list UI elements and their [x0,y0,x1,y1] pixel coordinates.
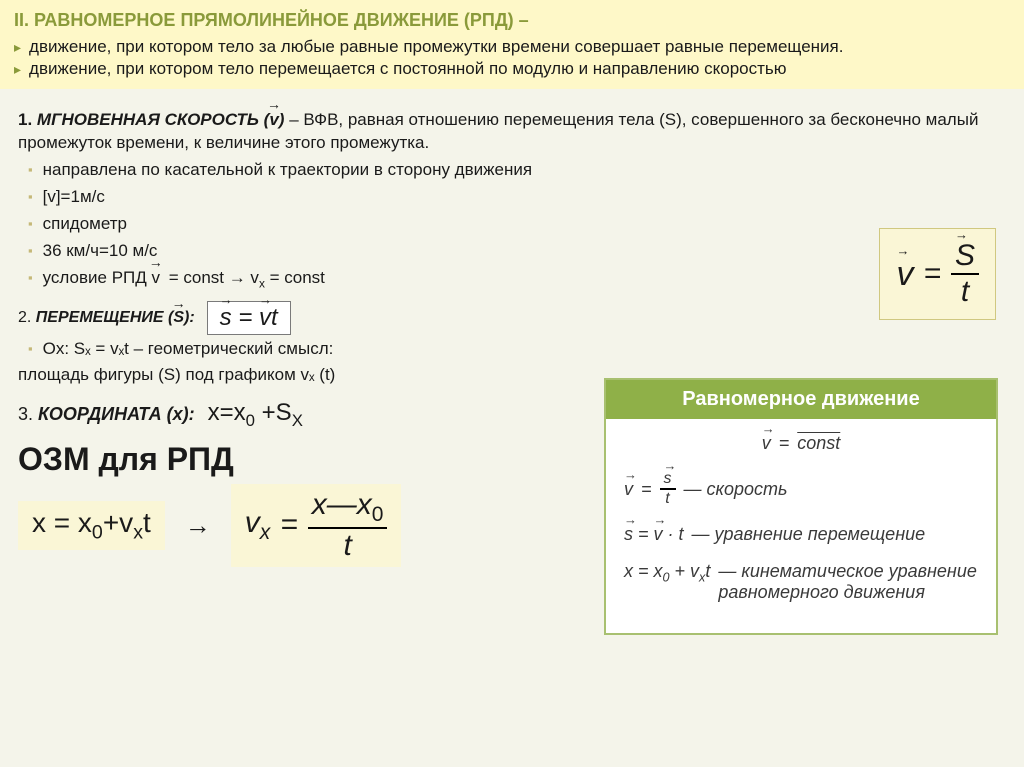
bullet-unit: [v]=1м/с [28,186,1006,209]
ozm-eq-x: x = x0+vxt [18,501,165,551]
formula-s-vt: s = vt [207,301,291,335]
sec1-prefix: 1. [18,110,32,129]
definition-1: движение, при котором тело за любые равн… [14,37,1010,57]
header-block: II. РАВНОМЕРНОЕ ПРЯМОЛИНЕЙНОЕ ДВИЖЕНИЕ (… [0,0,1024,89]
uniform-motion-panel: Равномерное движение v = const v = s t —… [604,378,998,635]
bullet-speedometer: спидометр [28,213,1006,236]
bullet-conversion: 36 км/ч=10 м/с [28,240,1006,263]
formula-velocity-box: v = S t [879,228,996,320]
sec1-title: МГНОВЕННАЯ СКОРОСТЬ (v) [37,110,285,129]
section-displacement: 2. ПЕРЕМЕЩЕНИЕ (S): s = vt [18,301,1006,335]
bullet-ox: Ox: Sₓ = vₓt – геометрический смысл: [28,339,1006,359]
panel-r2: v = s t — скорость [624,470,978,508]
main-title: II. РАВНОМЕРНОЕ ПРЯМОЛИНЕЙНОЕ ДВИЖЕНИЕ (… [14,10,1010,31]
panel-r4: x = x0 + vxt — кинематическое уравнение … [624,561,978,603]
section-velocity: 1. МГНОВЕННАЯ СКОРОСТЬ (v) – ВФВ, равная… [18,109,1006,291]
panel-title: Равномерное движение [606,380,996,419]
definition-2: движение, при котором тело перемещается … [14,59,1010,79]
bullet-tangent: направлена по касательной к траектории в… [28,159,1006,182]
bullet-condition: условие РПД vv = const → vₓ = const = co… [28,267,1006,291]
arrow-icon: → [185,510,211,541]
panel-r1: v = const [624,433,978,454]
panel-r3: s = v · t — уравнение перемещение [624,524,978,545]
ozm-eq-vx: vx = x—x0 t [231,484,402,567]
